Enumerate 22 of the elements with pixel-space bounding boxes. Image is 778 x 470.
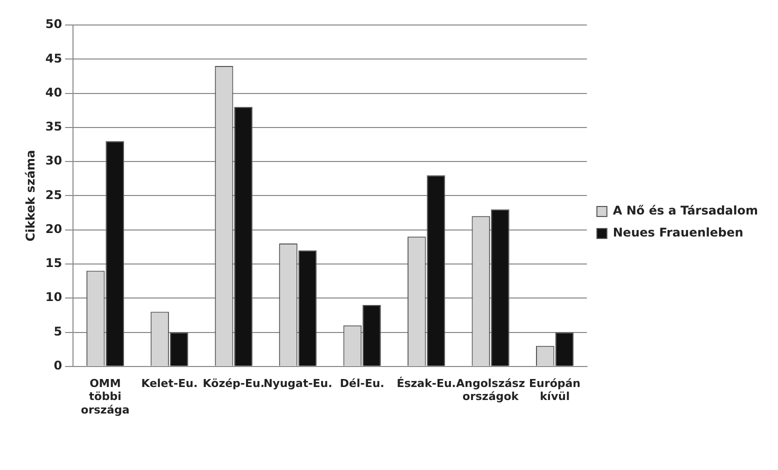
y-tick-label: 5 — [54, 324, 62, 338]
y-tick-label: 45 — [45, 51, 62, 66]
y-tick-label: 35 — [45, 120, 62, 134]
y-tick-label: 40 — [45, 85, 62, 100]
x-tick-label: Nyugat-Eu. — [263, 376, 332, 390]
x-tick-label: Közép-Eu. — [202, 376, 265, 390]
y-tick-label: 50 — [45, 17, 62, 32]
x-tick-label: Dél-Eu. — [340, 376, 384, 390]
x-tick-label: Kelet-Eu. — [141, 376, 198, 390]
y-tick-label: 25 — [45, 188, 62, 202]
x-tick-label: Észak-Eu. — [396, 376, 456, 390]
y-tick-label: 10 — [45, 290, 62, 304]
x-tick-label: Angolszász országok — [456, 376, 525, 404]
y-tick-label: 30 — [45, 154, 62, 168]
x-tick-label: OMM többi országa — [80, 376, 130, 416]
y-tick-label: 15 — [45, 256, 62, 270]
legend-label: Neues Frauenleben — [612, 226, 744, 240]
x-tick-label: Európán kívül — [529, 376, 581, 404]
y-tick-label: 0 — [54, 358, 62, 373]
legend-label: A Nő és a Társadalom — [612, 204, 758, 218]
y-tick-label: 20 — [45, 222, 62, 236]
y-axis-title: Cikkek száma — [23, 150, 38, 242]
